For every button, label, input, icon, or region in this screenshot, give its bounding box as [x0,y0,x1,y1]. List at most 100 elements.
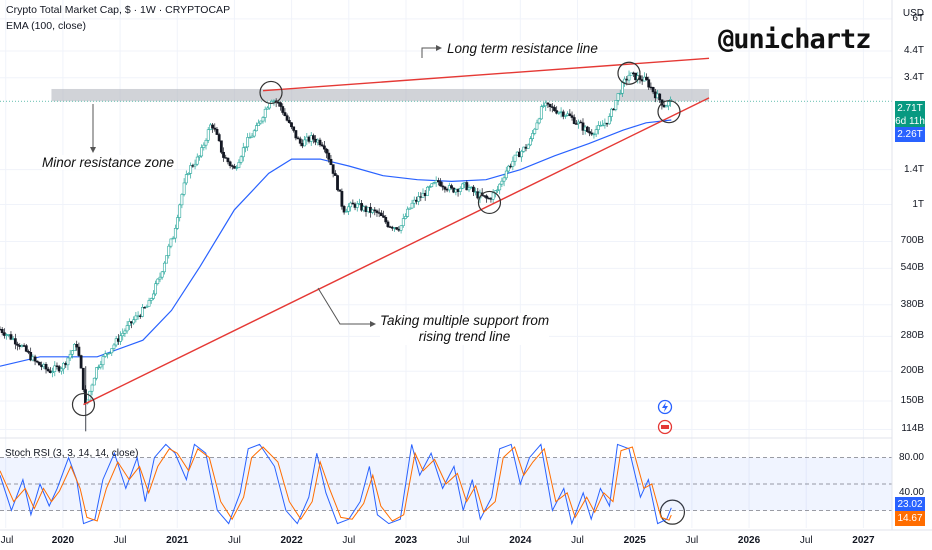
candle-body [235,167,239,169]
candle-body [520,150,524,158]
candle-body [412,199,416,204]
rsi-tick-label: 40.00 [898,486,924,498]
candle-body [217,134,221,142]
candle-body [649,86,653,89]
candle-body [263,108,267,118]
candle-body [524,146,528,149]
candle-body [272,100,276,102]
candle-body [555,110,559,114]
candle-body [130,321,133,324]
price-tick-label: 1T [912,198,924,210]
candle-body [132,319,136,324]
candle-body [182,182,186,195]
candle-body [318,139,322,146]
candle-body [38,361,41,366]
lightning-glyph-icon [662,402,668,412]
candle-body [22,345,26,347]
candle-body [246,137,250,148]
candle-body [443,186,447,190]
candle-body [237,162,241,168]
candle-body [528,138,532,146]
candle-body [290,122,293,128]
candle-body [592,133,596,136]
candle-body [20,345,24,347]
candle-body [366,206,370,212]
candle-body [184,174,188,184]
candle-body [596,125,600,130]
candle-body [507,165,510,172]
candle-body [399,225,403,231]
candle-body [154,283,158,295]
candle-body [482,195,486,197]
candle-body [502,177,506,182]
candle-body [364,206,368,212]
candle-body [404,216,407,219]
time-tick-label: Jul [571,535,584,546]
candle-body [143,307,147,309]
candle-body [62,363,65,370]
candle-body [515,151,519,156]
candle-body [29,351,33,361]
candle-body [276,102,280,104]
annotation-support: Taking multiple support from rising tren… [380,313,550,345]
candle-body [566,113,570,116]
candle-body [81,367,85,390]
candle-body [618,92,622,95]
arrow-resistance [421,47,437,58]
candle-body [320,144,324,147]
candle-body [634,72,637,81]
candle-body [296,137,300,140]
candle-body [513,154,517,162]
candle-body [467,187,471,191]
candle-body [581,122,585,131]
candle-body [125,325,129,332]
candle-body [233,166,236,169]
candle-body [583,126,587,131]
candle-body [577,121,581,124]
ema-line [0,119,672,367]
candle-body [432,182,436,185]
annotation-support-line1: Taking multiple support from [380,313,550,328]
candle-body [349,202,353,208]
candle-body [279,102,282,107]
time-tick-label: 2021 [166,535,189,546]
candle-body [11,338,15,340]
stoch-rsi-legend: Stoch RSI (3, 3, 14, 14, close) [5,448,139,459]
rising-trend-line [83,97,710,406]
candle-body [511,160,515,167]
candle-body [70,350,74,355]
candle-body [75,344,79,348]
candle-body [340,191,344,207]
author-handle: @unichartz [718,24,872,55]
candle-body [121,333,125,337]
candle-body [112,344,116,349]
candle-body [285,115,289,121]
ema-polyline [0,119,672,367]
candle-body [395,227,399,230]
ema-legend: EMA (100, close) [6,20,86,32]
candle-body [561,111,565,117]
candle-body [599,124,602,127]
candle-body [351,202,355,205]
candle-body [230,165,234,167]
currency-label[interactable]: USD [902,8,924,19]
time-tick-label: 2020 [51,535,75,546]
annotation-long-term-resistance: Long term resistance line [447,41,598,56]
candle-body [309,135,313,142]
rsi-d-line [0,446,672,522]
candle-body [5,334,8,336]
candle-body [200,147,204,157]
candle-body [176,217,179,229]
candle-body [101,356,105,366]
rsi-tick-label: 80.00 [898,451,924,463]
candle-body [388,226,392,228]
candle-body [325,148,328,154]
price-tick-label: 280B [900,330,924,342]
candle-body [623,78,627,83]
candle-body [105,353,109,355]
candle-body [191,165,195,167]
flag-glyph-icon [661,425,669,429]
candle-body [255,125,258,132]
candle-body [434,180,438,183]
